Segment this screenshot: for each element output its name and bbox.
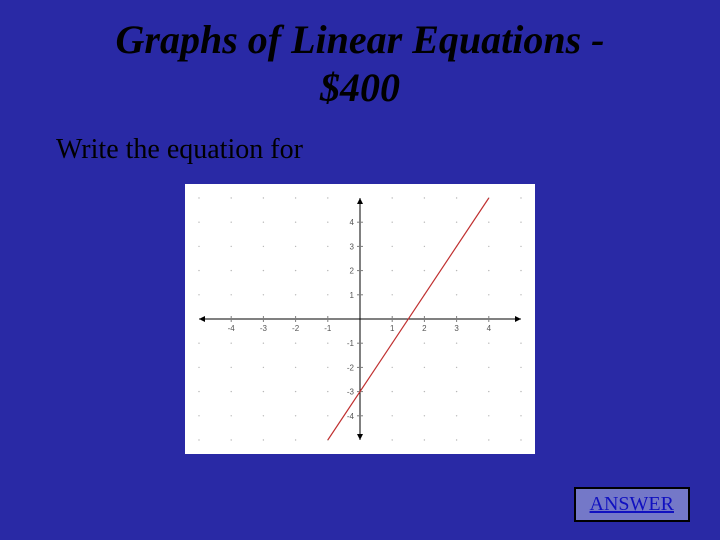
svg-text:4: 4 xyxy=(350,218,355,227)
title-line-1: Graphs of Linear Equations - xyxy=(0,16,720,64)
svg-text:-2: -2 xyxy=(292,324,300,333)
svg-text:4: 4 xyxy=(487,324,492,333)
svg-text:-3: -3 xyxy=(347,388,355,397)
svg-text:2: 2 xyxy=(350,267,355,276)
svg-text:-4: -4 xyxy=(347,412,355,421)
svg-text:3: 3 xyxy=(350,242,355,251)
svg-text:1: 1 xyxy=(390,324,395,333)
graph-svg: -4 -3 -2 -1 1 2 3 4 -4 -3 -2 -1 1 2 3 4 xyxy=(185,184,535,454)
answer-button[interactable]: ANSWER xyxy=(574,487,690,522)
svg-text:3: 3 xyxy=(454,324,459,333)
answer-button-label: ANSWER xyxy=(590,493,674,515)
svg-text:-1: -1 xyxy=(324,324,332,333)
title-line-2: $400 xyxy=(0,64,720,112)
svg-text:-3: -3 xyxy=(260,324,268,333)
linear-graph: -4 -3 -2 -1 1 2 3 4 -4 -3 -2 -1 1 2 3 4 xyxy=(185,184,535,454)
svg-text:2: 2 xyxy=(422,324,427,333)
svg-text:1: 1 xyxy=(350,291,355,300)
svg-text:-1: -1 xyxy=(347,339,355,348)
slide-title: Graphs of Linear Equations - $400 xyxy=(0,0,720,112)
question-prompt: Write the equation for xyxy=(0,112,720,166)
svg-text:-4: -4 xyxy=(228,324,236,333)
svg-text:-2: -2 xyxy=(347,363,355,372)
